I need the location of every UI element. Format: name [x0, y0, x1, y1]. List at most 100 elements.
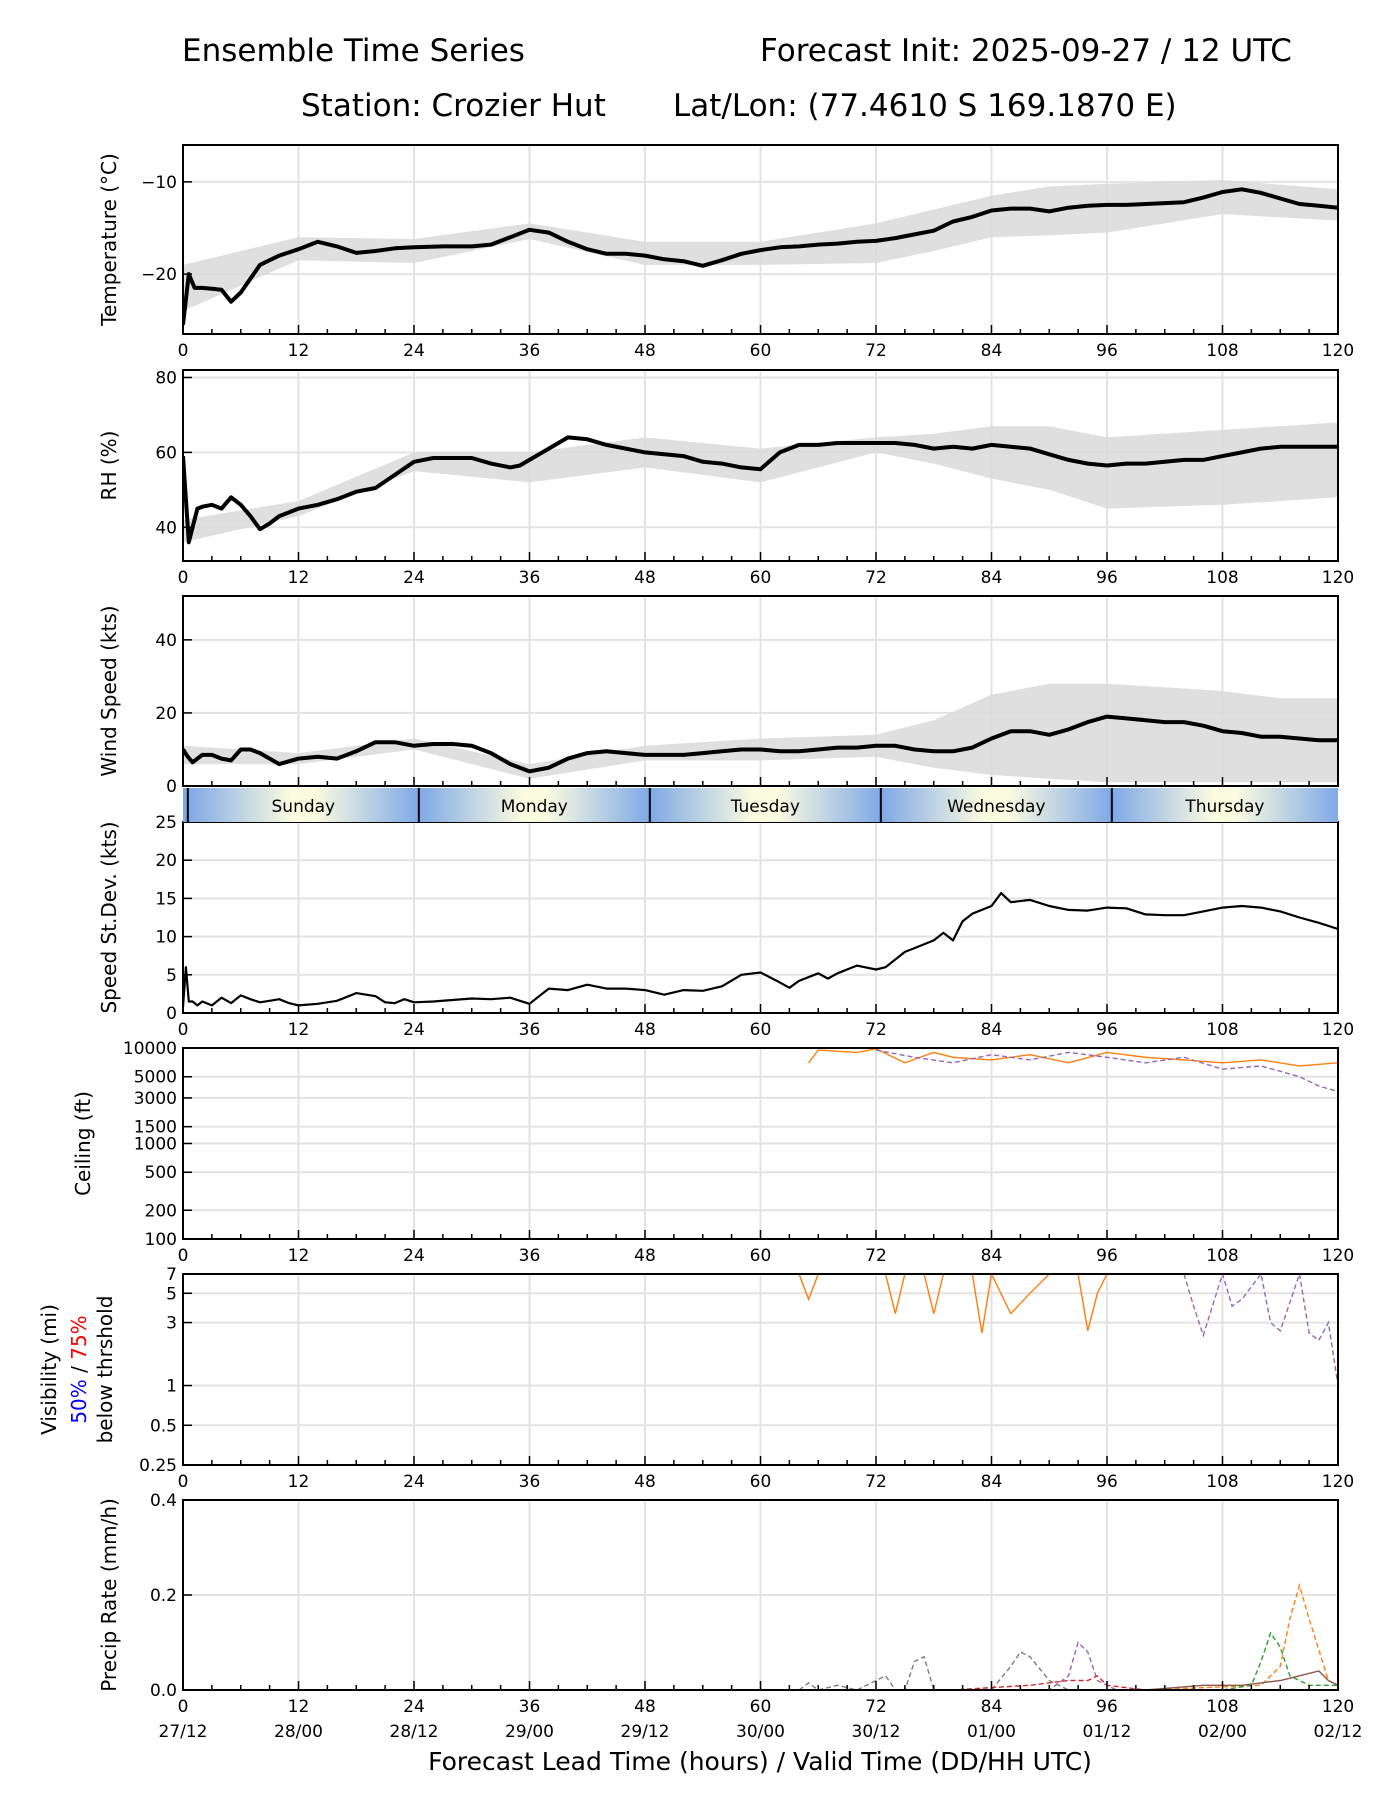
x-tick-label: 0 — [178, 1697, 189, 1717]
day-label: Sunday — [272, 797, 336, 817]
y-tick-label: 20 — [155, 851, 177, 871]
x-tick-label: 12 — [288, 1020, 310, 1040]
x-tick-label: 48 — [634, 1246, 656, 1266]
y-tick-label: 20 — [155, 704, 177, 724]
plot-area — [183, 180, 1338, 326]
label-50pct: 50% — [67, 1379, 91, 1423]
x-tick-label: 24 — [403, 1246, 425, 1266]
y-axis-label: Speed St.Dev. (kts) — [97, 821, 121, 1013]
y-tick-label: −10 — [141, 173, 177, 193]
y-tick-label: 5 — [166, 966, 177, 986]
ensemble-mean-line — [183, 714, 1338, 774]
x-tick-label: 60 — [750, 1697, 772, 1717]
x-tick-label: 96 — [1096, 1246, 1118, 1266]
x-tick-label: 0 — [178, 568, 189, 588]
x-tick-label: 48 — [634, 568, 656, 588]
station-name: Station: Crozier Hut — [301, 88, 606, 124]
y-tick-label: 80 — [155, 368, 177, 388]
y-tick-label: 0.0 — [150, 1681, 177, 1701]
y-tick-label: −20 — [141, 265, 177, 285]
x-tick-label: 84 — [981, 1020, 1003, 1040]
member-line — [1183, 1274, 1338, 1386]
x-tick-label: 120 — [1322, 568, 1354, 588]
y-tick-label: 10000 — [123, 1039, 177, 1059]
x-tick-label: 84 — [981, 1697, 1003, 1717]
y-tick-label: 500 — [145, 1163, 177, 1183]
x-tick-label: 72 — [865, 1020, 887, 1040]
y-tick-label: 25 — [155, 813, 177, 833]
x-tick-label: 36 — [519, 568, 541, 588]
x-tick-label: 24 — [403, 1697, 425, 1717]
x-tick-label: 60 — [750, 1472, 772, 1492]
chart-title: Ensemble Time Series — [182, 33, 525, 69]
day-cell-tuesday — [649, 788, 881, 822]
x-tick-label: 0 — [178, 341, 189, 361]
y-tick-label: 0 — [166, 1004, 177, 1024]
x-tick-label: 96 — [1096, 1020, 1118, 1040]
y-axis-label-thresholds: 50% / 75% — [67, 1315, 91, 1423]
x-tick-label: 0 — [178, 1020, 189, 1040]
y-tick-label: 40 — [155, 631, 177, 651]
ensemble-mean-line — [183, 435, 1338, 545]
x-tick-label: 72 — [865, 1697, 887, 1717]
member-line — [808, 1048, 1338, 1067]
plot-area — [183, 683, 1338, 783]
x-tick-label: 108 — [1206, 1472, 1238, 1492]
x-tick-label: 108 — [1206, 341, 1238, 361]
x-tick-label: 48 — [634, 1472, 656, 1492]
plot-area — [798, 1274, 1338, 1386]
member-line — [183, 1651, 1338, 1690]
y-axis-label: Temperature (°C) — [97, 153, 121, 327]
y-tick-label: 15 — [155, 889, 177, 909]
x-tick-label: 96 — [1096, 1697, 1118, 1717]
x-tick-label: 36 — [519, 1472, 541, 1492]
x-tick-label: 24 — [403, 1472, 425, 1492]
day-cell-wednesday — [880, 788, 1112, 822]
x-tick-label: 36 — [519, 341, 541, 361]
speed-stdev-line — [183, 892, 1338, 1007]
member-line — [798, 1274, 1108, 1334]
valid-time-label: 29/12 — [621, 1722, 670, 1742]
member-line — [183, 1641, 1338, 1690]
x-tick-label: 120 — [1322, 1246, 1354, 1266]
valid-time-label: 01/12 — [1083, 1722, 1132, 1742]
x-axis-label: Forecast Lead Time (hours) / Valid Time … — [428, 1747, 1092, 1776]
y-tick-label: 0 — [166, 777, 177, 797]
ensemble-mean-line — [183, 187, 1338, 326]
day-cell-thursday — [1111, 788, 1338, 822]
y-tick-label: 60 — [155, 443, 177, 463]
x-tick-label: 60 — [750, 341, 772, 361]
forecast-init: Forecast Init: 2025-09-27 / 12 UTC — [760, 33, 1292, 69]
x-tick-label: 96 — [1096, 1472, 1118, 1492]
y-tick-label: 3000 — [134, 1089, 177, 1109]
label-sep: / — [67, 1360, 91, 1379]
panel-precip_rate: 0.0 0.2 0.4 0 12 24 36 48 60 72 84 96 108 120 Precip R… — [97, 1491, 1363, 1742]
panel-wind_speed: 0 20 40 Wind Speed (kts) — [97, 595, 1339, 797]
member-line — [875, 1049, 1338, 1093]
x-tick-label: 12 — [288, 1246, 310, 1266]
y-tick-label: 1000 — [134, 1135, 177, 1155]
y-axis-label: Ceiling (ft) — [71, 1091, 95, 1196]
x-tick-label: 120 — [1322, 1020, 1354, 1040]
valid-time-label: 01/00 — [967, 1722, 1016, 1742]
y-tick-label: 100 — [145, 1230, 177, 1250]
spread-band — [183, 683, 1338, 783]
plot-area — [183, 892, 1338, 1007]
x-tick-label: 96 — [1096, 341, 1118, 361]
day-strip: Sunday Monday Tuesday Wednesday Thursday — [183, 788, 1338, 822]
x-tick-label: 84 — [981, 568, 1003, 588]
station-latlon: Lat/Lon: (77.4610 S 169.1870 E) — [673, 88, 1177, 124]
panel-speed_stdev: 0 5 10 15 20 25 0 12 24 36 48 60 72 84 96 108 120 Speed S… — [97, 813, 1354, 1040]
day-label: Thursday — [1184, 797, 1264, 817]
x-tick-label: 108 — [1206, 1246, 1238, 1266]
x-tick-label: 84 — [981, 1472, 1003, 1492]
member-line — [183, 1582, 1338, 1690]
x-tick-label: 12 — [288, 1697, 310, 1717]
x-tick-label: 12 — [288, 568, 310, 588]
x-tick-label: 60 — [750, 568, 772, 588]
day-cell-monday — [418, 788, 650, 822]
y-axis-label-line3: below thrshold — [93, 1296, 117, 1444]
x-tick-label: 48 — [634, 1697, 656, 1717]
